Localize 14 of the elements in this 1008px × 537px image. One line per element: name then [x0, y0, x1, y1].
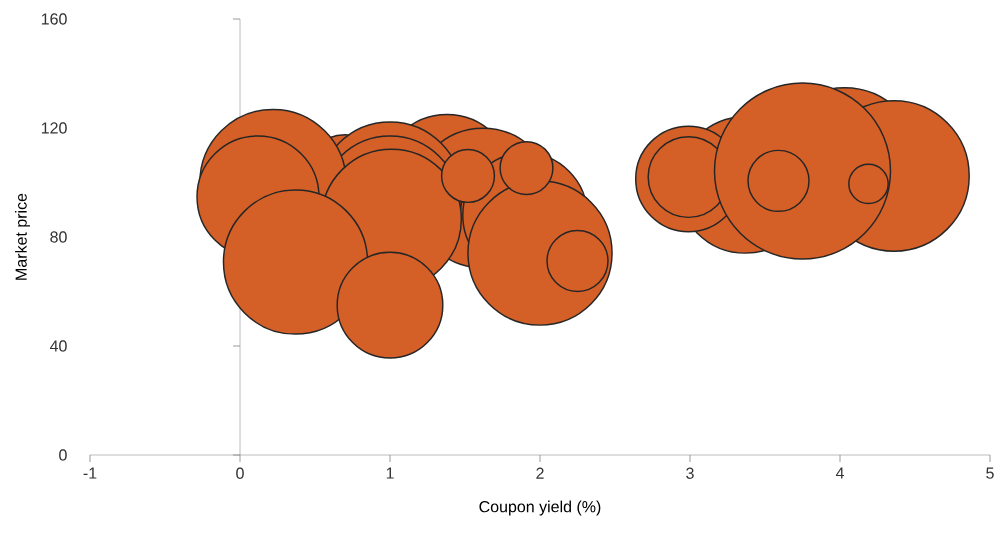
- x-tick-label: 4: [835, 467, 844, 479]
- y-tick-label: 80: [50, 231, 67, 243]
- y-axis-title: Market price: [15, 193, 30, 280]
- y-tick-label: 40: [49, 340, 67, 352]
- x-tick-label: 2: [536, 467, 544, 479]
- x-tick-label: 3: [686, 467, 694, 479]
- x-axis-title: Coupon yield (%): [479, 500, 601, 516]
- y-tick-label: 120: [41, 122, 67, 134]
- x-tick-label: 5: [986, 467, 994, 479]
- x-tick-label: 0: [236, 467, 244, 479]
- x-tick-label: -1: [83, 467, 97, 479]
- y-tick-label: 160: [41, 13, 67, 25]
- x-tick-label: 1: [386, 467, 394, 479]
- y-tick-label: 0: [59, 449, 67, 461]
